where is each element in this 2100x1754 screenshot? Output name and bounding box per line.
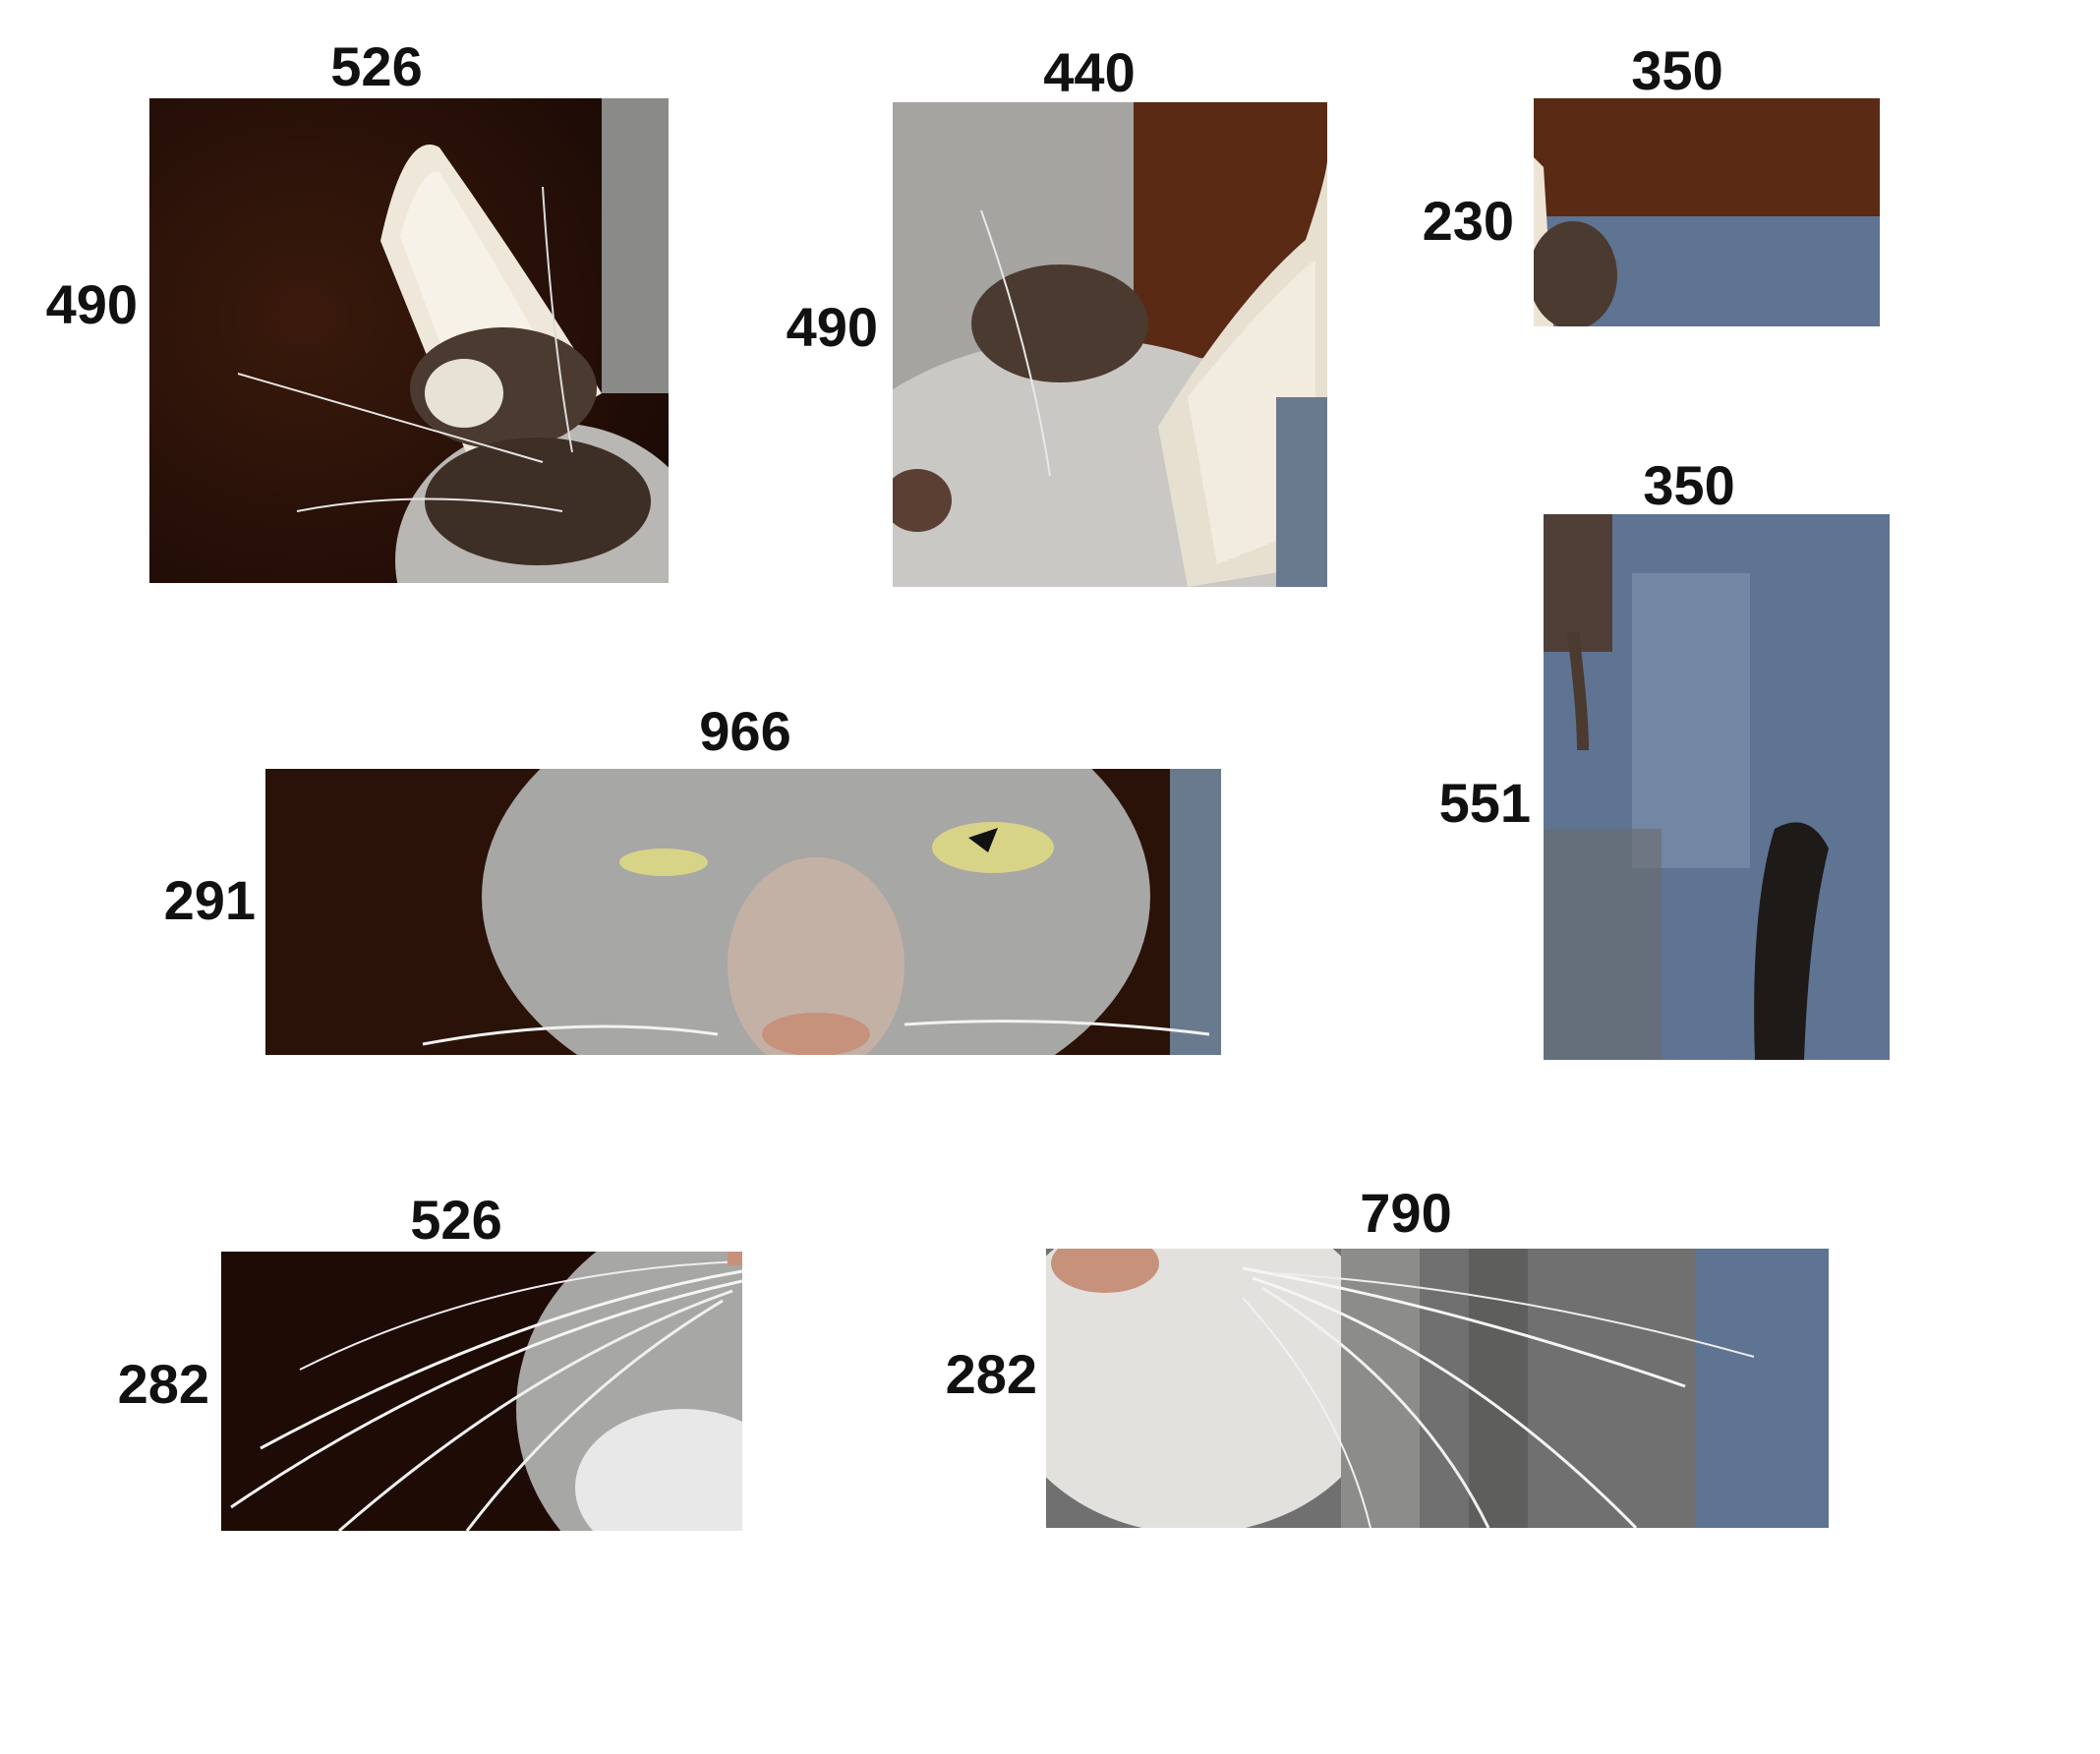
piece-3-height-label: 230: [1422, 190, 1514, 252]
piece-3-ear-tip-mouse-image: [1534, 98, 1880, 326]
piece-2-height-label: 490: [786, 296, 878, 358]
piece-5-height-label: 291: [163, 869, 256, 931]
piece-4-width-label: 350: [1643, 454, 1735, 516]
piece-6-height-label: 282: [117, 1353, 209, 1415]
piece-4-height-label: 551: [1438, 772, 1531, 834]
piece-2-width-label: 440: [1043, 41, 1136, 103]
piece-5-width-label: 966: [699, 700, 791, 762]
piece-4-mouse-tail-fabric-image: [1544, 514, 1890, 1060]
piece-1-height-label: 490: [45, 273, 138, 335]
piece-1-width-label: 526: [330, 35, 423, 97]
piece-7-width-label: 790: [1360, 1182, 1452, 1244]
piece-3-width-label: 350: [1631, 39, 1723, 101]
piece-5-cat-eyes-nose-image: [265, 769, 1221, 1055]
piece-7-cat-chin-whiskers-right-image: [1046, 1249, 1829, 1528]
piece-1-cat-ear-mouse-image: [149, 98, 669, 583]
piece-2-cat-head-mouse-image: [893, 102, 1327, 587]
piece-6-width-label: 526: [410, 1189, 502, 1251]
piece-7-height-label: 282: [945, 1343, 1037, 1405]
piece-6-cat-whiskers-left-image: [221, 1252, 742, 1531]
